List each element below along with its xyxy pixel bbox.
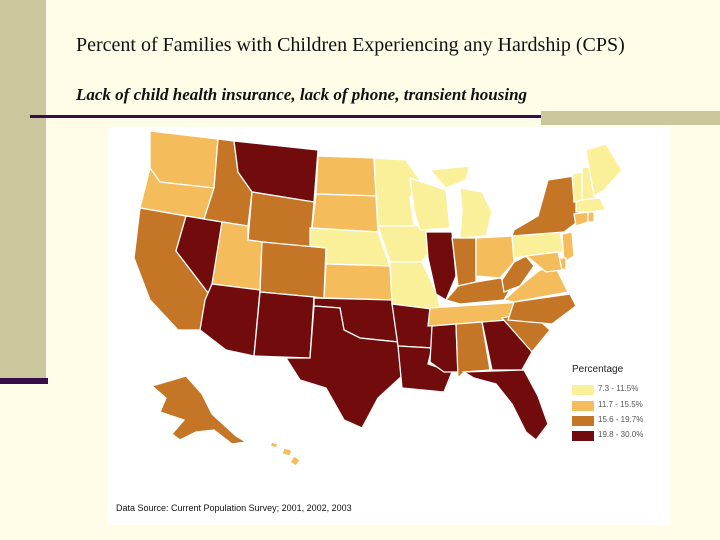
state-wy	[247, 191, 315, 249]
state-nc	[507, 293, 577, 325]
legend-swatch	[572, 385, 594, 395]
state-mo	[389, 261, 441, 311]
title-divider	[30, 115, 542, 118]
state-nj	[561, 231, 575, 264]
state-ms	[429, 323, 459, 373]
state-vt	[571, 171, 583, 203]
state-md	[524, 251, 563, 273]
state-mi	[428, 165, 493, 239]
legend-swatch	[572, 401, 594, 411]
us-choropleth-map	[133, 130, 623, 467]
state-in	[451, 237, 477, 287]
state-ny	[511, 175, 581, 237]
state-nd	[315, 155, 377, 197]
state-ia	[377, 225, 433, 263]
legend-label: 15.6 - 19.7%	[598, 415, 644, 424]
state-hi	[269, 441, 301, 467]
state-tx	[284, 305, 403, 429]
legend-label: 7.3 - 11.5%	[598, 384, 639, 393]
state-oh	[475, 235, 515, 279]
state-nm	[253, 291, 315, 359]
legend-label: 11.7 - 15.5%	[598, 400, 643, 409]
slide-side-bar-edge	[0, 378, 48, 384]
state-ri	[587, 211, 595, 223]
state-fl	[461, 369, 549, 441]
state-me	[585, 143, 623, 198]
state-wa	[149, 130, 219, 189]
legend-label: 19.8 - 30.0%	[598, 430, 644, 439]
state-co	[259, 241, 327, 299]
state-wi	[409, 177, 451, 231]
state-az	[199, 283, 261, 357]
state-ks	[323, 263, 393, 301]
state-sd	[311, 193, 379, 233]
legend-title: Percentage	[572, 364, 624, 375]
state-wv	[501, 255, 535, 293]
state-ak	[150, 375, 248, 445]
slide-title: Percent of Families with Children Experi…	[76, 34, 625, 56]
legend-swatch	[572, 431, 594, 441]
state-ct	[573, 211, 589, 227]
title-divider-accent	[541, 111, 720, 125]
slide-side-bar	[0, 0, 46, 382]
data-source-note: Data Source: Current Population Survey; …	[116, 503, 352, 513]
slide-subtitle: Lack of child health insurance, lack of …	[76, 85, 528, 104]
legend-swatch	[572, 416, 594, 426]
